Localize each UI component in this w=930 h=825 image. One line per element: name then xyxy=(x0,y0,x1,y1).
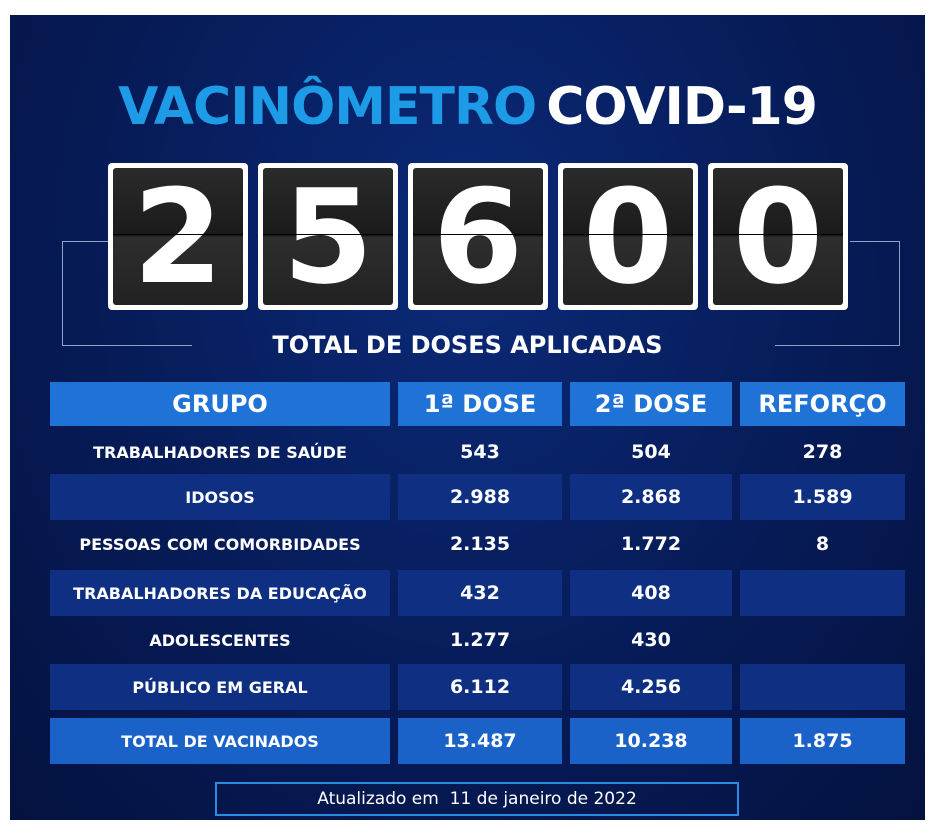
total-count: 1.875 xyxy=(740,718,905,764)
page: VACINÔMETROCOVID-19 TOTAL DE DOSES APLIC… xyxy=(0,0,930,825)
digit: 0 xyxy=(713,168,843,305)
hinge xyxy=(113,234,243,235)
dose-count: 1.589 xyxy=(740,474,905,520)
dose-count: 4.256 xyxy=(570,664,732,710)
digit-card: 6 xyxy=(408,163,548,310)
dose-count: 430 xyxy=(570,620,732,660)
total-label: TOTAL DE VACINADOS xyxy=(50,718,390,764)
digit: 6 xyxy=(413,168,543,305)
counter-caption: TOTAL DE DOSES APLICADAS xyxy=(10,331,925,359)
total-count: 13.487 xyxy=(398,718,562,764)
group-name: ADOLESCENTES xyxy=(50,620,390,660)
dose-count: 8 xyxy=(740,522,905,566)
group-name: IDOSOS xyxy=(50,474,390,520)
group-name: PESSOAS COM COMORBIDADES xyxy=(50,522,390,566)
digit: 5 xyxy=(263,168,393,305)
dose-count: 408 xyxy=(570,570,732,616)
group-name: TRABALHADORES DA EDUCAÇÃO xyxy=(50,570,390,616)
digit-card: 0 xyxy=(708,163,848,310)
bracket xyxy=(850,241,900,242)
dose-count: 543 xyxy=(398,430,562,474)
digit-card: 5 xyxy=(258,163,398,310)
hinge xyxy=(563,234,693,235)
hinge xyxy=(713,234,843,235)
dose-count: 2.868 xyxy=(570,474,732,520)
dose-count: 1.772 xyxy=(570,522,732,566)
table-header: GRUPO xyxy=(50,382,390,426)
digit-card: 0 xyxy=(558,163,698,310)
title-part: COVID-19 xyxy=(546,77,817,137)
table-header: 1ª DOSE xyxy=(398,382,562,426)
hinge xyxy=(413,234,543,235)
total-count: 10.238 xyxy=(570,718,732,764)
dose-count: 6.112 xyxy=(398,664,562,710)
digit: 0 xyxy=(563,168,693,305)
table-header: 2ª DOSE xyxy=(570,382,732,426)
dose-count: 1.277 xyxy=(398,620,562,660)
title-part: VACINÔMETRO xyxy=(118,77,536,137)
bracket xyxy=(62,241,112,242)
dose-count: 432 xyxy=(398,570,562,616)
dose-count xyxy=(740,664,905,710)
dose-count xyxy=(740,570,905,616)
dose-count: 2.135 xyxy=(398,522,562,566)
group-name: TRABALHADORES DE SAÚDE xyxy=(50,430,390,474)
digit-card: 2 xyxy=(108,163,248,310)
dose-count: 2.988 xyxy=(398,474,562,520)
digit: 2 xyxy=(113,168,243,305)
dose-count: 504 xyxy=(570,430,732,474)
hinge xyxy=(263,234,393,235)
dose-count xyxy=(740,620,905,660)
table-header: REFORÇO xyxy=(740,382,905,426)
footer: Atualizado em 11 de janeiro de 2022 xyxy=(215,782,739,816)
dose-count: 278 xyxy=(740,430,905,474)
group-name: PÚBLICO EM GERAL xyxy=(50,664,390,710)
